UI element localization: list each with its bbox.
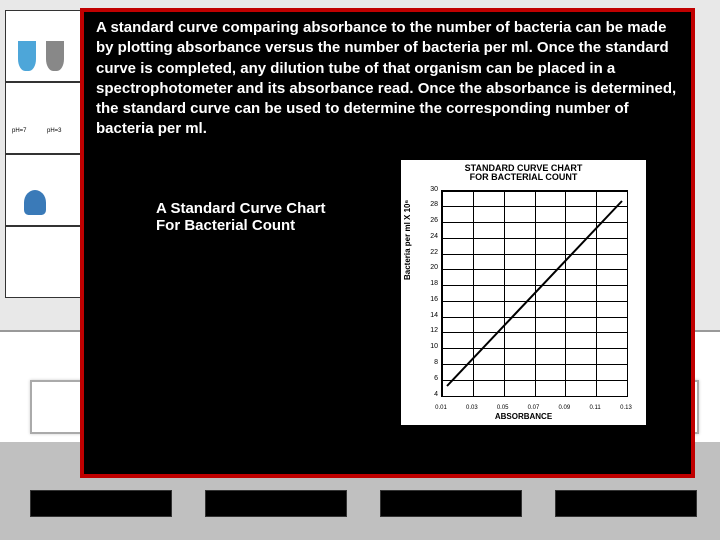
- nav-button-3[interactable]: [380, 490, 522, 517]
- y-tick: 10: [423, 343, 438, 350]
- y-tick: 6: [423, 375, 438, 382]
- standard-curve-chart: STANDARD CURVE CHART FOR BACTERIAL COUNT…: [401, 160, 646, 425]
- y-tick: 26: [423, 217, 438, 224]
- nav-button-4[interactable]: [555, 490, 697, 517]
- y-tick: 16: [423, 296, 438, 303]
- ph-label-1: pH=7: [11, 128, 28, 134]
- body-text: A standard curve comparing absorbance to…: [96, 18, 679, 140]
- chart-plot-area: [441, 190, 628, 397]
- y-tick: 8: [423, 359, 438, 366]
- shelf-1: [5, 10, 82, 82]
- y-tick: 18: [423, 280, 438, 287]
- x-tick: 0.09: [558, 405, 570, 411]
- chart-title: STANDARD CURVE CHART FOR BACTERIAL COUNT: [401, 160, 646, 184]
- chart-caption: A Standard Curve Chart For Bacterial Cou…: [96, 160, 391, 234]
- x-tick: 0.07: [528, 405, 540, 411]
- y-axis-label: Bacteria per ml X 10⁶: [403, 199, 412, 279]
- y-tick: 28: [423, 201, 438, 208]
- content-row: A Standard Curve Chart For Bacterial Cou…: [96, 160, 679, 425]
- nav-button-1[interactable]: [30, 490, 172, 517]
- x-tick: 0.01: [435, 405, 447, 411]
- y-tick: 24: [423, 233, 438, 240]
- shelf-2: pH=7 pH=3: [5, 82, 82, 154]
- y-tick: 14: [423, 312, 438, 319]
- beaker-gray: [46, 41, 64, 71]
- shelf-3: [5, 154, 82, 226]
- flask-blue: [24, 190, 46, 215]
- x-tick: 0.03: [466, 405, 478, 411]
- y-tick: 30: [423, 186, 438, 193]
- y-tick: 20: [423, 264, 438, 271]
- caption-l2: For Bacterial Count: [156, 217, 295, 234]
- beaker-blue: [18, 41, 36, 71]
- y-tick: 22: [423, 249, 438, 256]
- chart-title-l2: FOR BACTERIAL COUNT: [470, 172, 578, 182]
- caption-l1: A Standard Curve Chart: [156, 200, 325, 217]
- x-tick: 0.05: [497, 405, 509, 411]
- x-axis-label: ABSORBANCE: [401, 412, 646, 421]
- ph-label-2: pH=3: [46, 128, 63, 134]
- y-tick: 12: [423, 327, 438, 334]
- x-tick: 0.11: [590, 405, 601, 411]
- nav-button-2[interactable]: [205, 490, 347, 517]
- x-tick: 0.13: [620, 405, 632, 411]
- content-panel: A standard curve comparing absorbance to…: [80, 8, 695, 478]
- y-tick: 4: [423, 391, 438, 398]
- chart-title-l1: STANDARD CURVE CHART: [465, 163, 583, 173]
- shelf-4: [5, 226, 82, 298]
